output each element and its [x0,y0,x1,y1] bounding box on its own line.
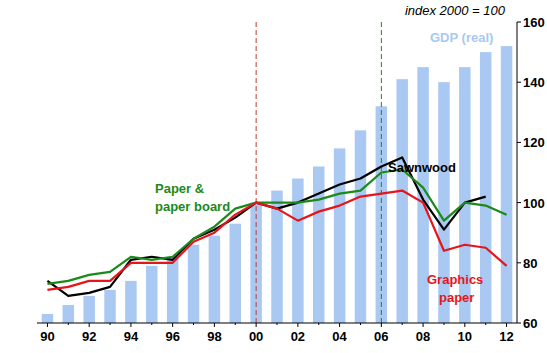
plot-area [42,22,513,323]
series-label-line: paper [439,290,474,305]
x-tick [68,323,69,325]
x-tick [381,323,382,327]
y-tick-label: 60 [523,316,537,331]
x-tick [297,323,298,327]
x-tick [235,323,236,325]
x-tick [110,323,111,325]
bar [334,148,345,323]
series-label: Sawnwood [388,160,456,175]
bar [146,266,157,323]
x-tick [443,323,444,325]
bar [42,314,53,323]
x-tick [402,323,403,325]
y-tick [517,262,521,263]
x-tick [318,323,319,325]
bar [104,290,115,323]
x-tick [256,323,257,327]
x-tick-label: 90 [40,329,54,344]
x-tick [193,323,194,325]
x-tick [423,323,424,327]
series-line [47,191,506,290]
x-tick [89,323,90,327]
x-tick-label: 00 [249,329,263,344]
y-tick-label: 80 [523,256,537,271]
x-tick-label: 96 [165,329,179,344]
y-axis [517,22,518,323]
series-label: Graphics paper [427,272,483,305]
x-tick-label: 98 [207,329,221,344]
bar [396,79,407,323]
y-tick-label: 120 [523,135,545,150]
y-tick [517,323,521,324]
x-tick [360,323,361,325]
bar [63,305,74,323]
bar [501,46,512,323]
bar [83,296,94,323]
x-tick [485,323,486,325]
bar [313,166,324,323]
title: index 2000 = 100 [405,3,506,18]
x-tick [339,323,340,327]
x-tick [277,323,278,325]
x-tick-label: 92 [82,329,96,344]
series-label-line: paper board [155,199,230,214]
y-tick [517,202,521,203]
bar [188,245,199,323]
chart: 60 80 100 120 140 160 90 92 94 96 98 00 02 04 06 08 10 12… [0,0,547,353]
y-tick [517,82,521,83]
x-tick [130,323,131,327]
x-tick-label: 08 [416,329,430,344]
x-tick-label: 10 [458,329,472,344]
x-tick [47,323,48,327]
series-label: GDP (real) [430,30,493,45]
series-label-line: Graphics [427,272,483,287]
series-label: Paper & paper board [155,181,230,214]
x-tick [214,323,215,327]
y-tick [517,22,521,23]
x-tick-label: 02 [291,329,305,344]
bar [167,257,178,323]
y-tick-label: 160 [523,15,545,30]
y-tick-label: 140 [523,75,545,90]
x-tick-label: 04 [332,329,347,344]
bar [209,236,220,323]
bar [355,130,366,323]
x-tick [506,323,507,327]
y-tick [517,142,521,143]
x-tick-label: 12 [499,329,513,344]
reference-line [256,22,257,323]
series-line [47,157,485,295]
y-tick-label: 100 [523,196,545,211]
series-line [47,169,506,283]
x-tick-label: 94 [124,329,139,344]
bar [230,224,241,323]
x-tick-label: 06 [374,329,388,344]
x-tick [464,323,465,327]
series-label-line: Paper & [155,181,204,196]
x-tick [151,323,152,325]
bar [125,281,136,323]
x-tick [172,323,173,327]
